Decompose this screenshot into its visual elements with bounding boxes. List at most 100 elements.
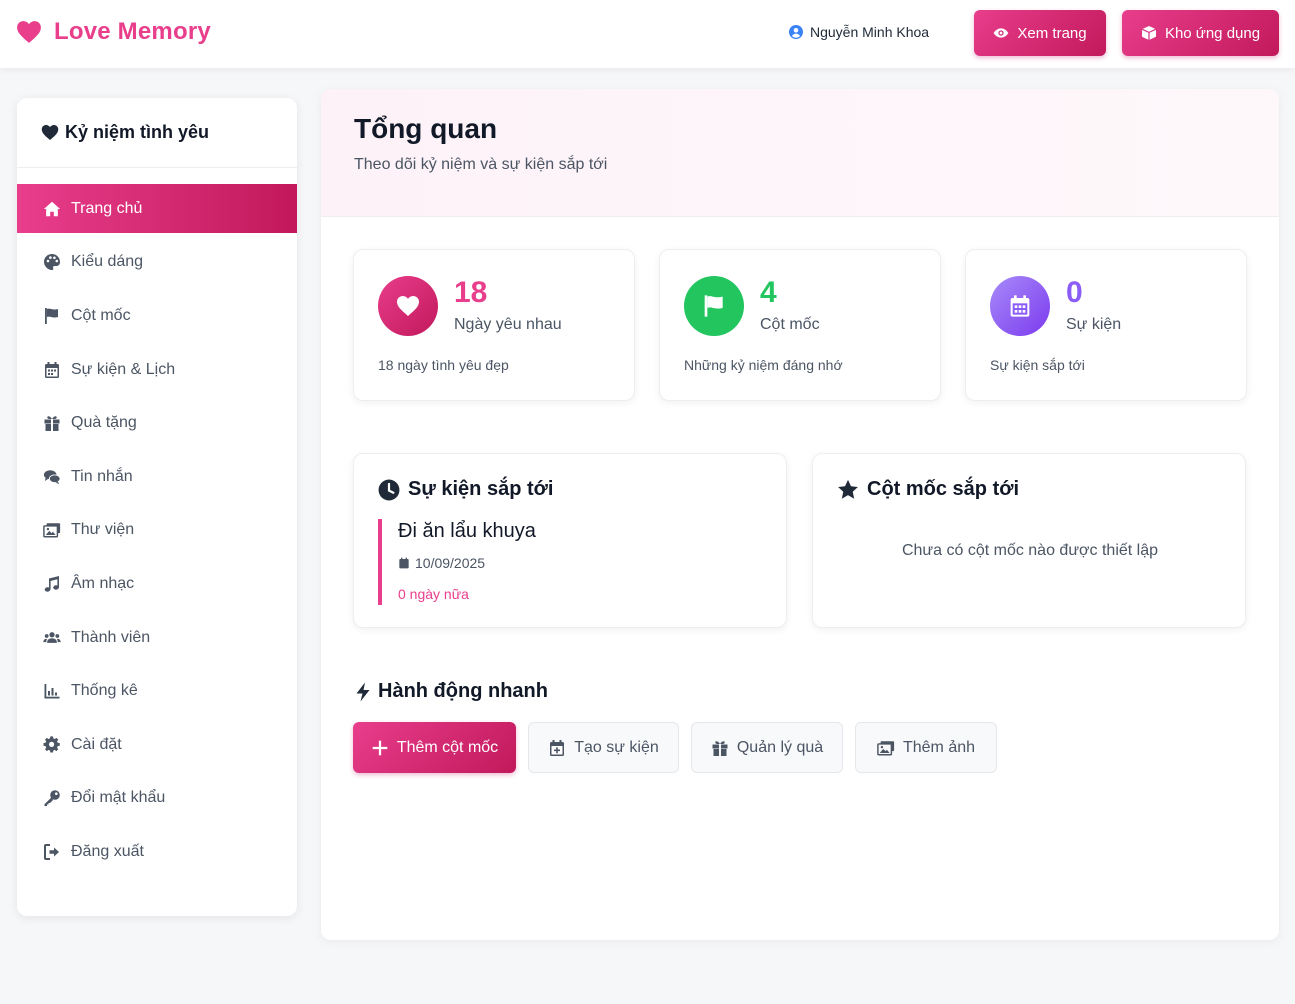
- stat-card-love-days: 18 Ngày yêu nhau 18 ngày tình yêu đẹp: [353, 249, 635, 401]
- calendar-icon: [45, 361, 59, 378]
- sidebar-item-milestones[interactable]: Cột mốc: [17, 291, 297, 340]
- gift-icon: [712, 740, 728, 756]
- plus-icon: [372, 740, 388, 755]
- user-info[interactable]: Nguyễn Minh Khoa: [789, 24, 929, 40]
- stat-icon-circle: [378, 276, 438, 336]
- sidebar-item-label: Sự kiện & Lịch: [71, 360, 176, 378]
- sidebar-item-label: Quà tặng: [71, 413, 137, 431]
- stat-note: Sự kiện sắp tới: [990, 357, 1085, 373]
- button-label: Thêm ảnh: [902, 738, 976, 756]
- panel-title-text: Sự kiện sắp tới: [408, 478, 554, 500]
- top-header: Love Memory Nguyễn Minh Khoa Xem trang K…: [0, 0, 1295, 68]
- stat-value: 0: [1066, 276, 1083, 309]
- cube-icon: [1141, 26, 1157, 40]
- button-label: Quản lý quà: [736, 738, 824, 756]
- heart-icon: [17, 21, 41, 43]
- sidebar-item-messages[interactable]: Tin nhắn: [17, 452, 297, 501]
- sidebar-item-label: Tin nhắn: [71, 467, 133, 485]
- sidebar-item-label: Thống kê: [71, 681, 138, 699]
- panel-title: Cột mốc sắp tới: [837, 478, 1019, 501]
- stat-label: Cột mốc: [760, 316, 820, 333]
- main-content: Tổng quan Theo dõi kỷ niệm và sự kiện sắ…: [321, 89, 1279, 940]
- home-icon: [43, 201, 61, 216]
- sidebar-item-label: Thành viên: [71, 628, 151, 646]
- calendar-icon: [399, 557, 409, 569]
- sidebar-item-label: Đăng xuất: [71, 842, 144, 860]
- sidebar-item-events-calendar[interactable]: Sự kiện & Lịch: [17, 345, 297, 394]
- sidebar-item-change-password[interactable]: Đổi mật khẩu: [17, 773, 297, 822]
- calendar-plus-icon: [550, 739, 565, 756]
- empty-state-text: Chưa có cột mốc nào được thiết lập: [901, 542, 1159, 559]
- flag-icon: [704, 295, 723, 317]
- chat-icon: [43, 469, 61, 484]
- user-circle-icon: [789, 25, 803, 39]
- manage-gifts-button[interactable]: Quản lý quà: [691, 722, 843, 773]
- stat-card-events: 0 Sự kiện Sự kiện sắp tới: [965, 249, 1247, 401]
- page-subtitle: Theo dõi kỷ niệm và sự kiện sắp tới: [354, 156, 608, 173]
- images-icon: [877, 740, 895, 755]
- sidebar-item-label: Cài đặt: [71, 735, 122, 753]
- sidebar-item-label: Âm nhạc: [71, 574, 135, 592]
- add-milestone-button[interactable]: Thêm cột mốc: [353, 722, 516, 773]
- add-photo-button[interactable]: Thêm ảnh: [855, 722, 997, 773]
- page-header: Tổng quan Theo dõi kỷ niệm và sự kiện sắ…: [321, 89, 1279, 217]
- images-icon: [43, 522, 61, 537]
- music-icon: [44, 575, 59, 592]
- sidebar-item-music[interactable]: Âm nhạc: [17, 559, 297, 608]
- sidebar-item-label: Trang chủ: [71, 199, 143, 217]
- stat-value: 18: [454, 276, 488, 309]
- quick-actions-title: Hành động nhanh: [354, 680, 548, 703]
- sidebar-item-label: Kiểu dáng: [71, 252, 144, 270]
- event-name: Đi ăn lẩu khuya: [398, 520, 536, 542]
- upcoming-events-panel: Sự kiện sắp tới Đi ăn lẩu khuya 10/09/20…: [353, 453, 787, 628]
- button-label: Thêm cột mốc: [396, 738, 499, 756]
- sidebar-item-members[interactable]: Thành viên: [17, 613, 297, 662]
- sidebar-title: Kỷ niệm tình yêu: [65, 122, 210, 142]
- sidebar-item-statistics[interactable]: Thống kê: [17, 666, 297, 715]
- flag-icon: [45, 307, 58, 324]
- view-page-button[interactable]: Xem trang: [974, 10, 1106, 56]
- button-label: Tạo sự kiện: [574, 738, 659, 756]
- event-date-text: 10/09/2025: [415, 555, 486, 571]
- event-item[interactable]: Đi ăn lẩu khuya 10/09/2025 0 ngày nữa: [378, 519, 536, 605]
- heart-icon: [41, 125, 59, 140]
- panel-title-text: Cột mốc sắp tới: [867, 478, 1020, 500]
- event-countdown: 0 ngày nữa: [398, 586, 469, 602]
- brand[interactable]: Love Memory: [16, 18, 211, 46]
- stat-card-milestones: 4 Cột mốc Những kỷ niệm đáng nhớ: [659, 249, 941, 401]
- sidebar: Kỷ niệm tình yêu Trang chủ Kiểu dáng Cột…: [17, 98, 297, 916]
- heart-icon: [397, 296, 419, 316]
- quick-actions-title-text: Hành động nhanh: [378, 680, 548, 702]
- bolt-icon: [356, 682, 370, 701]
- sidebar-item-home[interactable]: Trang chủ: [17, 184, 297, 233]
- page-title: Tổng quan: [354, 113, 498, 144]
- eye-icon: [994, 28, 1009, 38]
- chart-icon: [44, 683, 60, 698]
- sidebar-item-label: Đổi mật khẩu: [71, 788, 166, 806]
- sidebar-item-gallery[interactable]: Thư viện: [17, 505, 297, 554]
- stat-label: Ngày yêu nhau: [454, 316, 562, 333]
- upcoming-milestones-panel: Cột mốc sắp tới Chưa có cột mốc nào được…: [812, 453, 1246, 628]
- brand-title: Love Memory: [54, 18, 211, 45]
- user-name: Nguyễn Minh Khoa: [810, 24, 930, 40]
- stat-icon-circle: [684, 276, 744, 336]
- sidebar-item-gifts[interactable]: Quà tặng: [17, 398, 297, 447]
- event-date: 10/09/2025: [398, 555, 536, 571]
- sidebar-item-style[interactable]: Kiểu dáng: [17, 237, 297, 286]
- panel-title: Sự kiện sắp tới: [378, 478, 553, 501]
- sidebar-item-label: Cột mốc: [71, 306, 131, 324]
- view-page-label: Xem trang: [1017, 24, 1087, 42]
- create-event-button[interactable]: Tạo sự kiện: [528, 722, 679, 773]
- stat-icon-circle: [990, 276, 1050, 336]
- app-store-label: Kho ứng dụng: [1164, 24, 1261, 42]
- sidebar-item-settings[interactable]: Cài đặt: [17, 720, 297, 769]
- sidebar-item-logout[interactable]: Đăng xuất: [17, 827, 297, 876]
- stat-note: 18 ngày tình yêu đẹp: [378, 357, 509, 373]
- stat-note: Những kỷ niệm đáng nhớ: [684, 357, 843, 373]
- users-icon: [43, 631, 61, 643]
- gift-icon: [44, 415, 60, 431]
- stat-label: Sự kiện: [1066, 316, 1122, 333]
- stat-value: 4: [760, 276, 777, 309]
- calendar-icon: [1010, 295, 1030, 317]
- app-store-button[interactable]: Kho ứng dụng: [1122, 10, 1279, 56]
